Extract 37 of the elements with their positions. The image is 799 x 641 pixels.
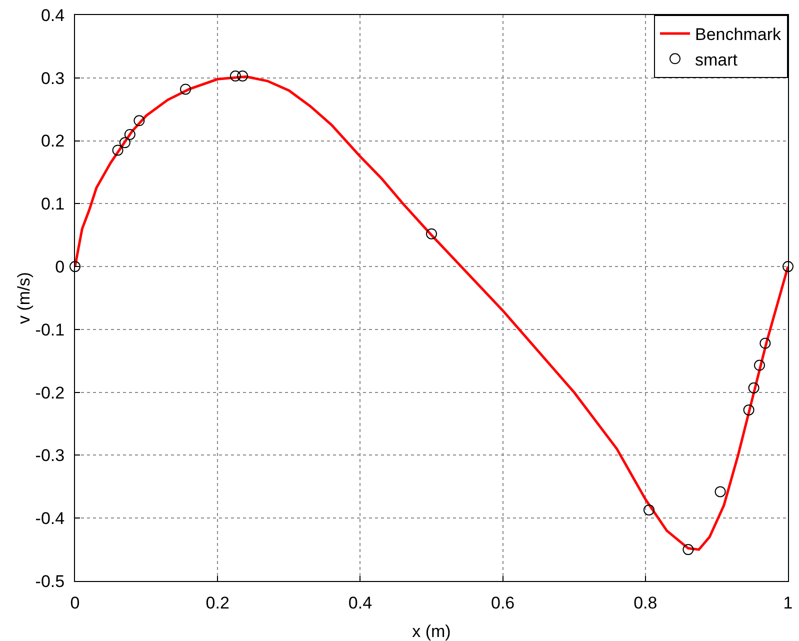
x-axis-title: x (m) <box>412 622 451 641</box>
x-tick-label: 0.4 <box>348 593 372 612</box>
point <box>682 544 694 556</box>
y-tick-label: -0.3 <box>35 446 65 466</box>
point <box>112 144 124 156</box>
point <box>760 338 771 349</box>
y-tick-label: 0.2 <box>40 132 65 151</box>
point <box>782 261 794 272</box>
point <box>237 70 248 82</box>
x-tick-label: 0.8 <box>634 593 658 612</box>
point <box>643 504 654 516</box>
x-tick-label: 0.2 <box>206 593 230 612</box>
y-axis-title: v (m/s) <box>14 272 34 324</box>
y-tick-label: 0 <box>55 258 65 277</box>
y-tick-label: -0.5 <box>35 572 65 591</box>
legend-label: Benchmark <box>695 25 782 44</box>
y-tick-label: 0.4 <box>40 6 65 25</box>
x-tick-label: 0.6 <box>490 593 515 612</box>
point <box>714 486 726 498</box>
y-tick-label: -0.4 <box>35 509 65 528</box>
legend-label: smart <box>695 50 738 70</box>
point <box>134 115 145 126</box>
y-tick-label: -0.1 <box>35 320 65 340</box>
x-tick-label: 0 <box>70 593 80 612</box>
point <box>754 360 765 371</box>
point <box>124 128 136 140</box>
point <box>748 382 760 394</box>
x-tick-label: 1 <box>783 593 793 612</box>
point <box>426 228 437 240</box>
point <box>119 137 130 148</box>
y-tick-label: 0.1 <box>40 194 65 214</box>
point <box>230 70 241 82</box>
y-tick-label: -0.2 <box>35 383 65 402</box>
point <box>743 404 754 416</box>
y-tick-label: 0.3 <box>40 68 65 88</box>
point <box>180 84 192 95</box>
point <box>70 261 80 272</box>
